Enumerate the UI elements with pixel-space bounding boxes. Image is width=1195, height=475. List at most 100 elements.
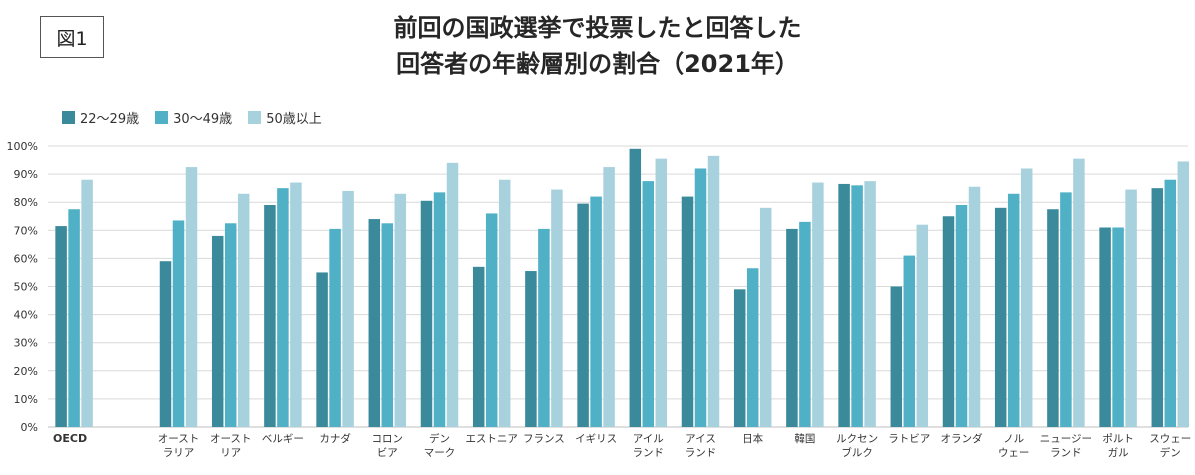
bar-s1-c18 [1007,193,1020,427]
x-tick-label-15-1: ブルク [841,446,873,459]
bar-s1-c14 [799,221,811,427]
bar-s2-c0 [81,179,93,427]
y-tick-label-5: 50% [14,281,38,294]
bar-s0-c4 [264,205,276,427]
y-tick-label-2: 20% [14,365,38,378]
x-tick-label-7-1: マーク [424,447,456,459]
bar-s0-c5 [316,272,328,427]
legend-swatch-22-29 [62,111,75,124]
bar-s1-c13 [746,268,759,427]
x-tick-label-10-0: イギリス [575,433,617,445]
bar-s1-c0 [68,209,80,427]
y-tick-label-8: 80% [14,196,38,209]
bar-s2-c16 [916,224,929,427]
x-tick-label-19-1: ランド [1050,447,1082,459]
bar-s0-c16 [890,286,903,427]
x-tick-label-11-0: アイル [633,433,664,445]
legend-item-50-plus: 50歳以上 [248,108,322,127]
bar-s2-c5 [342,190,354,427]
legend: 22～29歳 30～49歳 50歳以上 [62,108,322,127]
bar-s2-c6 [394,193,407,427]
x-tick-label-20-0: ポルト [1102,433,1134,445]
bar-s1-c7 [433,192,446,427]
bar-s1-c16 [903,255,916,427]
y-tick-label-3: 30% [14,337,38,350]
chart-title-line-2: 回答者の年齢層別の割合（2021年） [396,50,799,78]
bar-s1-c12 [694,168,707,428]
x-tick-label-12-1: ランド [685,447,717,459]
bar-s2-c17 [968,186,981,427]
x-tick-label-3-1: リア [220,447,241,459]
bar-s1-c5 [329,228,341,427]
x-tick-label-7-0: デン [429,432,450,445]
bar-s1-c11 [642,181,655,427]
x-tick-label-18-0: ノル [1003,433,1024,445]
figure-label: 図1 [40,16,104,58]
y-tick-label-9: 90% [14,168,38,181]
x-tick-label-6-1: ビア [377,447,398,459]
bar-s2-c9 [551,189,563,427]
x-tick-label-0-0: OECD [53,432,87,445]
chart-title-line-1: 前回の国政選挙で投票したと回答した [393,14,802,42]
bar-s0-c0 [55,226,67,427]
bar-s2-c15 [864,181,876,427]
x-tick-label-11-1: ランド [633,447,665,459]
x-tick-label-2-0: オースト [158,433,199,445]
legend-item-22-29: 22～29歳 [62,108,139,127]
bar-s0-c2 [159,261,172,427]
bar-s1-c15 [851,185,863,427]
x-tick-label-2-1: ラリア [163,447,195,459]
x-tick-label-20-1: ガル [1108,447,1129,459]
x-tick-label-16-0: ラトビア [888,433,930,445]
bar-s1-c21 [1164,179,1177,427]
bar-s1-c2 [172,220,185,427]
bar-s2-c13 [759,207,772,427]
x-tick-label-9-0: フランス [523,433,565,445]
bar-s0-c15 [838,183,850,427]
y-tick-label-10: 100% [7,140,38,153]
x-tick-label-14-0: 韓国 [794,433,815,445]
bar-s0-c10 [577,203,589,427]
bar-s1-c20 [1112,227,1124,427]
bar-s2-c19 [1073,158,1085,427]
bar-s2-c3 [237,193,250,427]
bar-s2-c7 [446,162,459,428]
bar-s2-c10 [603,167,615,427]
bar-s1-c6 [381,223,394,427]
bar-s1-c17 [955,205,968,427]
bar-s2-c20 [1125,189,1137,427]
bar-s0-c19 [1047,209,1059,427]
bar-s2-c14 [812,182,824,427]
bar-s0-c21 [1151,188,1164,427]
y-tick-label-7: 70% [14,224,38,237]
x-tick-label-4-0: ベルギー [262,433,304,445]
bar-s0-c18 [994,207,1007,427]
bar-s0-c6 [368,219,381,427]
x-tick-label-5-0: カナダ [319,432,351,445]
bar-s1-c19 [1060,192,1072,427]
bar-s1-c9 [538,228,550,427]
y-tick-label-0: 0% [21,421,38,434]
bar-s1-c4 [277,188,289,427]
bar-s0-c13 [733,289,746,427]
bar-s2-c12 [707,155,720,427]
bar-s0-c8 [472,266,485,427]
x-tick-label-18-1: ウェー [998,447,1030,459]
x-tick-label-12-0: アイス [685,433,716,445]
legend-item-30-49: 30～49歳 [155,108,232,127]
legend-swatch-50-plus [248,111,262,124]
bar-s1-c3 [224,223,237,427]
bar-s2-c4 [290,182,302,427]
x-tick-label-3-0: オースト [210,433,251,445]
legend-swatch-30-49 [155,111,169,124]
bar-s2-c18 [1020,168,1033,428]
legend-label-22-29: 22～29歳 [80,112,140,127]
bar-s0-c20 [1099,227,1111,427]
x-tick-label-19-0: ニュージー [1040,433,1092,445]
bar-s0-c7 [420,200,433,427]
x-tick-label-21-1: デン [1160,446,1181,459]
bar-s0-c12 [681,196,694,427]
x-tick-label-15-0: ルクセン [836,433,878,445]
bar-s0-c14 [786,228,798,427]
